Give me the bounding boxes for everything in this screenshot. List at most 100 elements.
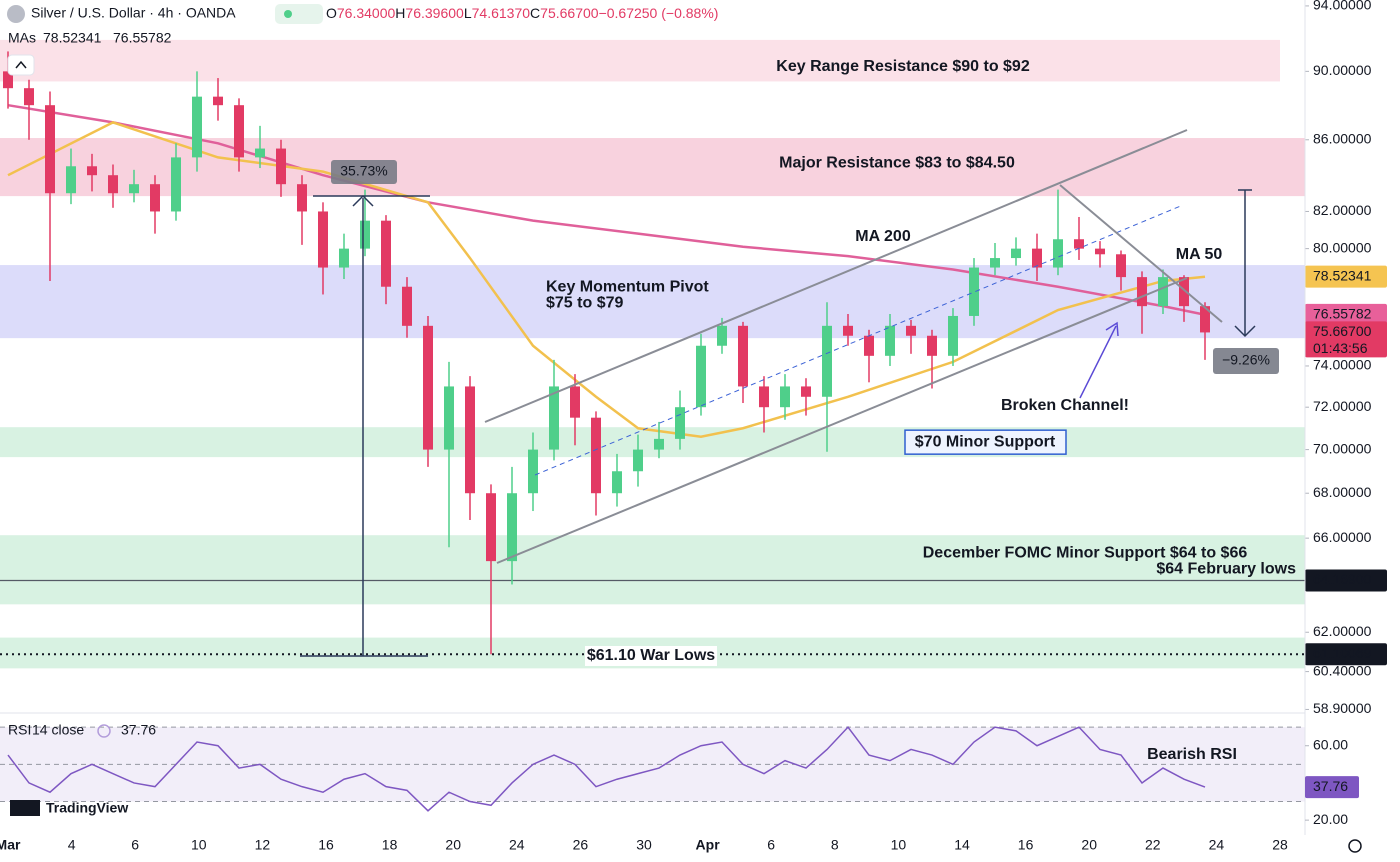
rsi-name: RSI <box>8 722 31 738</box>
zone-label: $70 Minor Support <box>915 433 1056 450</box>
label-bg <box>585 646 717 666</box>
candle-body <box>906 325 916 336</box>
pointer-line <box>1079 325 1117 399</box>
settings-icon[interactable] <box>1348 839 1362 853</box>
zone-sublabel: $75 to $79 <box>546 294 623 311</box>
candle-body <box>339 248 349 268</box>
y-tick-label: 58.90000 <box>1313 700 1372 716</box>
candle-body <box>612 471 622 494</box>
x-tick-label: 20 <box>1081 837 1097 853</box>
ohlc-value: 76.39600 <box>405 5 464 21</box>
brand: TradingView <box>46 800 128 816</box>
rsi-header-value: 37.76 <box>121 722 156 738</box>
candle-body <box>423 325 433 450</box>
candle-body <box>1053 239 1063 268</box>
candle-body <box>654 438 664 450</box>
candle-body <box>255 148 265 158</box>
status-dot <box>284 10 292 18</box>
candle-body <box>990 258 1000 268</box>
rsi-annotation: Bearish RSI <box>1147 746 1237 763</box>
candle-body <box>486 493 496 562</box>
channel-mid <box>534 204 1184 476</box>
candle-body <box>1074 239 1084 249</box>
price-badge <box>1305 303 1387 326</box>
ohlc-row: O76.34000H76.39600L74.61370C75.66700−0.6… <box>326 5 718 21</box>
candle-body <box>1137 277 1147 307</box>
candle-body <box>864 335 874 356</box>
candle-body <box>738 325 748 387</box>
ohlc-value: 76.34000 <box>337 5 396 21</box>
x-tick-label: 26 <box>573 837 589 853</box>
candle-body <box>843 325 853 336</box>
candle-body <box>528 449 538 494</box>
zone-label: Major Resistance $83 to $84.50 <box>779 154 1015 171</box>
price-badge-label: 64.16900 <box>1313 571 1372 587</box>
change: −0.67250 (−0.88%) <box>599 5 719 21</box>
candle-body <box>675 407 685 439</box>
candle-body <box>780 386 790 408</box>
ohlc-key: C <box>530 5 540 21</box>
x-tick-label: 8 <box>831 837 839 853</box>
candle-body <box>507 493 517 562</box>
candle-body <box>927 335 937 356</box>
channel-lower <box>496 277 1188 564</box>
y-tick-label: 74.00000 <box>1313 357 1372 373</box>
ma-label: MA 50 <box>1176 246 1223 263</box>
x-tick-label: 22 <box>1145 837 1161 853</box>
annotations: Key Range Resistance $90 to $92 Major Res… <box>331 58 1296 666</box>
zone-label: December FOMC Minor Support $64 to $66 <box>923 544 1248 561</box>
candle-body <box>108 175 118 194</box>
measure-box <box>1213 348 1279 374</box>
pointer-arrow <box>1105 321 1119 337</box>
ma-line <box>7 121 1206 439</box>
x-tick-label: 24 <box>1209 837 1225 853</box>
price-badge <box>1305 569 1387 592</box>
candle-body <box>45 105 55 194</box>
mas-label: MAs <box>8 30 36 46</box>
x-tick-label: 6 <box>131 837 139 853</box>
zones <box>0 39 1305 669</box>
x-tick-label: 14 <box>954 837 970 853</box>
x-tick-label: 18 <box>382 837 398 853</box>
candle-body <box>66 166 76 194</box>
channel-upper <box>484 129 1188 423</box>
candle-body <box>318 211 328 268</box>
candle-body <box>633 449 643 472</box>
candle-body <box>87 166 97 176</box>
ohlc-value: 75.66700 <box>540 5 599 21</box>
y-tick-label: 70.00000 <box>1313 440 1372 456</box>
candle-body <box>444 386 454 450</box>
collapse-button[interactable] <box>7 54 35 76</box>
candle-body <box>171 157 181 212</box>
status-chip <box>275 4 323 24</box>
candle-body <box>192 96 202 158</box>
ohlc-key: L <box>464 5 472 21</box>
ohlc-key: O <box>326 5 337 21</box>
price-badge <box>1305 265 1387 288</box>
candle-body <box>1032 248 1042 268</box>
x-tick-label: 10 <box>191 837 207 853</box>
candle-body <box>885 325 895 356</box>
candle-body <box>360 220 370 249</box>
collapse-icon <box>15 60 27 69</box>
candle-body <box>1011 248 1021 259</box>
candle-body <box>1158 277 1168 307</box>
brand-logo <box>10 800 40 816</box>
measure-label: −9.26% <box>1222 352 1270 368</box>
candle-body <box>948 315 958 356</box>
candle-body <box>402 286 412 326</box>
zone-label: $61.10 War Lows <box>587 647 715 664</box>
candle-body <box>1179 277 1189 307</box>
candle-body <box>591 417 601 494</box>
label-box <box>904 429 1067 455</box>
y-tick-label: 86.00000 <box>1313 130 1372 146</box>
x-tick-label: Apr <box>696 837 721 853</box>
symbol-icon <box>7 5 25 23</box>
zone <box>0 427 1305 458</box>
x-tick-label: 28 <box>1272 837 1288 853</box>
symbol: Silver / U.S. Dollar · 4h · OANDA <box>31 5 236 21</box>
ma-label: MA 200 <box>855 228 911 245</box>
candle-body <box>3 71 13 89</box>
